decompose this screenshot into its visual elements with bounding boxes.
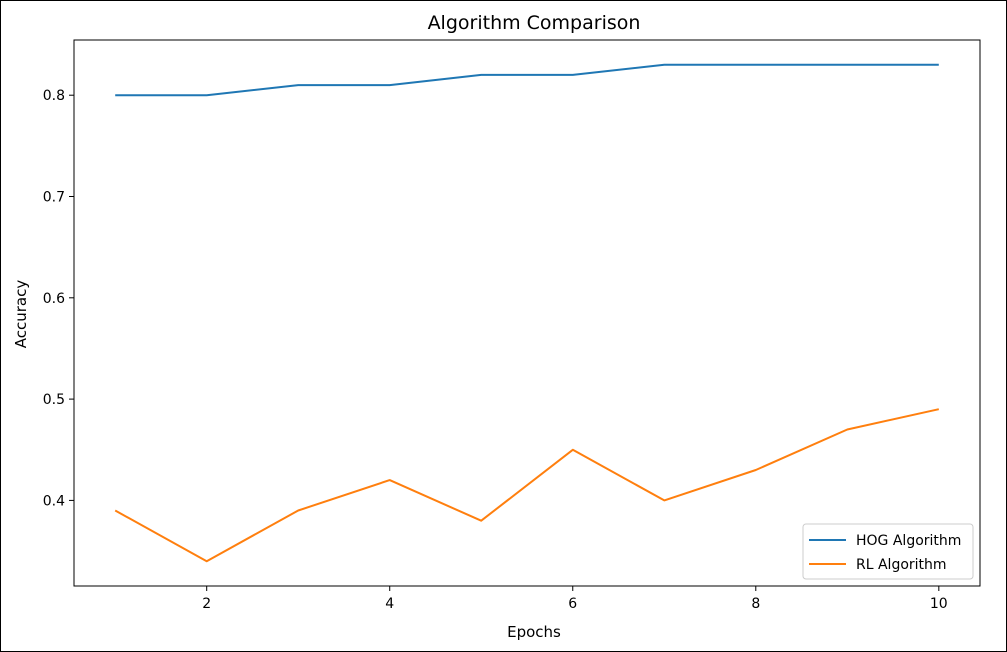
x-tick-label: 8 (751, 596, 760, 612)
chart-title: Algorithm Comparison (428, 12, 641, 34)
y-axis-ticks: 0.4 0.5 0.6 0.7 0.8 (43, 88, 74, 509)
x-tick-label: 6 (568, 596, 577, 612)
y-axis-label: Accuracy (12, 280, 30, 349)
y-tick-label: 0.8 (43, 88, 65, 104)
y-tick-label: 0.5 (43, 392, 65, 408)
x-axis-ticks: 2 4 6 8 10 (202, 586, 948, 612)
y-tick-label: 0.7 (43, 190, 65, 206)
legend: HOG Algorithm RL Algorithm (802, 523, 974, 580)
x-tick-label: 4 (385, 596, 394, 612)
legend-label-rl: RL Algorithm (856, 557, 947, 573)
legend-box (802, 523, 974, 580)
y-tick-label: 0.4 (43, 493, 65, 509)
plot-area (73, 39, 981, 587)
legend-label-hog: HOG Algorithm (856, 533, 961, 549)
x-tick-label: 10 (930, 596, 948, 612)
y-tick-label: 0.6 (43, 291, 65, 307)
x-axis-label: Epochs (507, 623, 561, 641)
x-tick-label: 2 (202, 596, 211, 612)
series-lines (114, 63, 940, 563)
series-line-rl (114, 408, 940, 563)
series-line-hog (115, 63, 939, 97)
